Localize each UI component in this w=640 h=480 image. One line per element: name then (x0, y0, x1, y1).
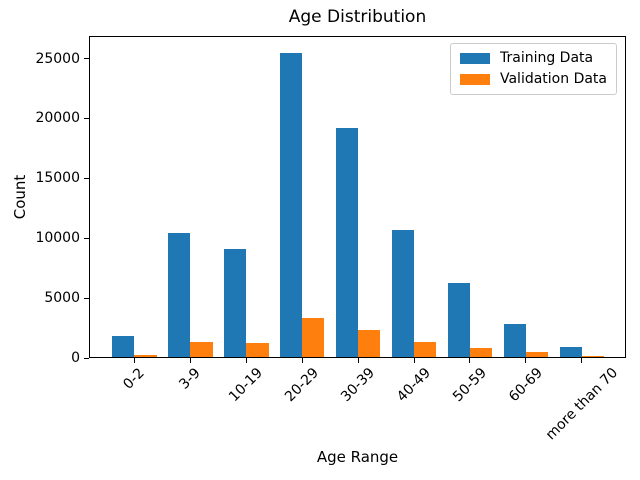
x-axis-label: Age Range (316, 448, 399, 466)
x-tick-label: 3-9 (176, 365, 204, 393)
x-tick-mark (245, 358, 247, 363)
bar-training-data-20-29 (279, 53, 303, 357)
y-tick-mark (84, 237, 89, 239)
bar-validation-data-10-19 (246, 343, 269, 357)
x-tick-label: 60-69 (505, 365, 546, 406)
y-tick-label: 0 (71, 350, 80, 366)
y-tick-mark (84, 177, 89, 179)
bar-training-data-10-19 (223, 249, 247, 357)
y-tick-label: 5000 (44, 290, 80, 307)
y-tick-label: 15000 (35, 170, 80, 187)
x-tick-label: 40-49 (393, 365, 435, 406)
x-tick-mark (357, 358, 359, 363)
bar-training-data-40-49 (391, 229, 414, 357)
plot-area: Training Data Validation Data (89, 36, 626, 358)
bar-training-data-more-than-70 (559, 346, 582, 357)
x-tick-mark (301, 358, 303, 363)
x-tick-label: more than 70 (542, 365, 622, 444)
legend-entry: Validation Data (459, 71, 607, 87)
bar-training-data-60-69 (503, 323, 526, 357)
legend-label: Training Data (499, 50, 594, 66)
bar-validation-data-0-2 (134, 355, 157, 357)
legend-swatch-icon (459, 74, 490, 85)
x-tick-mark (413, 358, 415, 363)
x-tick-mark (189, 358, 191, 363)
bar-validation-data-60-69 (525, 352, 549, 357)
y-tick-mark (84, 117, 89, 119)
y-tick-label: 25000 (35, 50, 80, 67)
legend-entry: Training Data (459, 50, 607, 66)
x-tick-label: 50-59 (449, 365, 491, 406)
bar-validation-data-more-than-70 (581, 355, 605, 357)
legend-label: Validation Data (499, 71, 607, 87)
bar-validation-data-20-29 (302, 318, 325, 357)
y-tick-label: 20000 (35, 110, 80, 127)
x-tick-mark (525, 358, 527, 363)
y-tick-mark (84, 357, 89, 359)
y-tick-label: 10000 (35, 230, 80, 247)
y-tick-mark (84, 297, 89, 299)
bar-training-data-3-9 (167, 233, 191, 357)
x-tick-label: 30-39 (338, 365, 379, 406)
bar-training-data-30-39 (335, 127, 359, 357)
x-tick-label: 20-29 (282, 365, 323, 406)
x-tick-label: 0-2 (120, 365, 148, 393)
bar-validation-data-50-59 (469, 347, 493, 357)
bar-training-data-0-2 (111, 336, 135, 357)
legend: Training Data Validation Data (449, 43, 617, 95)
bar-validation-data-30-39 (358, 329, 381, 357)
legend-swatch-icon (459, 53, 490, 64)
x-tick-label: 10-19 (226, 365, 267, 406)
bar-validation-data-40-49 (414, 341, 437, 357)
x-tick-mark (133, 358, 135, 363)
y-tick-mark (84, 58, 89, 60)
chart-title: Age Distribution (288, 7, 427, 27)
bar-validation-data-3-9 (190, 341, 213, 357)
x-tick-mark (469, 358, 471, 363)
x-tick-mark (581, 358, 583, 363)
bar-training-data-50-59 (447, 282, 470, 357)
